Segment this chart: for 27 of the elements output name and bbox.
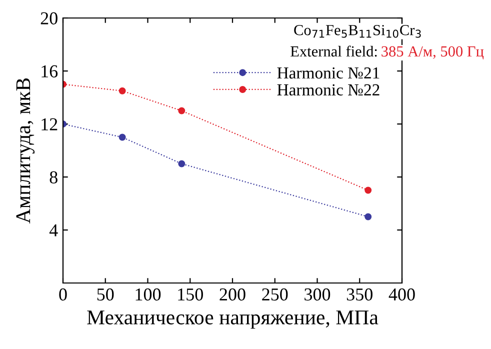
x-axis-title: Механическое напряжение, МПа xyxy=(87,310,378,329)
x-tick-label: 350 xyxy=(346,288,372,301)
y-tick-label: 4 xyxy=(49,224,58,236)
y-tick-label: 20 xyxy=(40,12,58,24)
y-tick-label: 16 xyxy=(42,65,58,78)
x-tick-label: 400 xyxy=(388,288,415,301)
point xyxy=(364,213,372,220)
x-tick-label: 0 xyxy=(59,288,67,301)
point xyxy=(118,87,126,94)
point xyxy=(364,186,372,194)
point xyxy=(118,134,126,141)
annotation: External field: xyxy=(290,46,377,57)
x-tick-label: 150 xyxy=(178,288,203,301)
annotation: 385 А/м, 500 Гц xyxy=(382,46,484,60)
y-tick-label: 12 xyxy=(42,118,58,130)
text: Co$_{71}$Fe$_{5}$B$_{11}$Si$_{10}$Cr$_{3}$ xyxy=(294,24,421,38)
x-tick-label: 100 xyxy=(136,288,161,301)
x-tick-label: 300 xyxy=(304,288,330,301)
y-tick-label: 8 xyxy=(50,171,58,184)
legend-label: Harmonic №22 xyxy=(277,84,380,96)
x-tick-label: 250 xyxy=(262,288,288,301)
legend-label: Harmonic №21 xyxy=(277,67,380,79)
point xyxy=(178,107,186,114)
point xyxy=(178,160,186,168)
x-tick-label: 200 xyxy=(220,288,246,301)
y-axis-title: Амплитуда, мкВ xyxy=(16,78,35,224)
x-tick-label: 50 xyxy=(97,288,114,301)
